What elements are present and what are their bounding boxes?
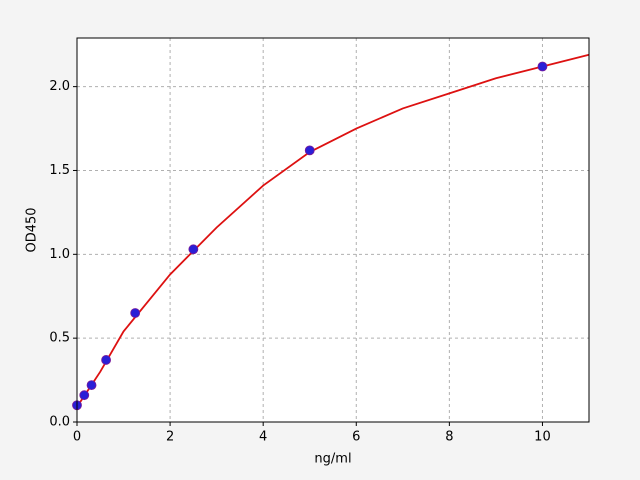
y-tick-label: 1.5 (49, 163, 70, 178)
x-tick-label: 6 (352, 430, 360, 445)
plot-frame (76, 37, 590, 423)
x-tick-label: 0 (73, 430, 81, 445)
data-point (188, 244, 199, 255)
x-tick-label: 2 (166, 430, 174, 445)
y-tick-label: 2.0 (49, 79, 70, 94)
data-point (304, 145, 315, 156)
data-point (79, 390, 90, 401)
x-tick-label: 10 (534, 430, 551, 445)
data-point (130, 308, 141, 318)
x-axis-label: ng/ml (314, 452, 351, 467)
y-tick-label: 0.5 (49, 331, 70, 346)
x-tick-label: 4 (259, 430, 267, 445)
y-tick-label: 0.0 (49, 415, 70, 430)
plot-area (77, 38, 589, 422)
data-point (537, 61, 548, 72)
data-point (86, 380, 97, 391)
y-tick-label: 1.0 (49, 247, 70, 262)
x-tick-label: 8 (445, 430, 453, 445)
y-axis-label: OD450 (25, 207, 40, 252)
data-point (101, 355, 111, 365)
